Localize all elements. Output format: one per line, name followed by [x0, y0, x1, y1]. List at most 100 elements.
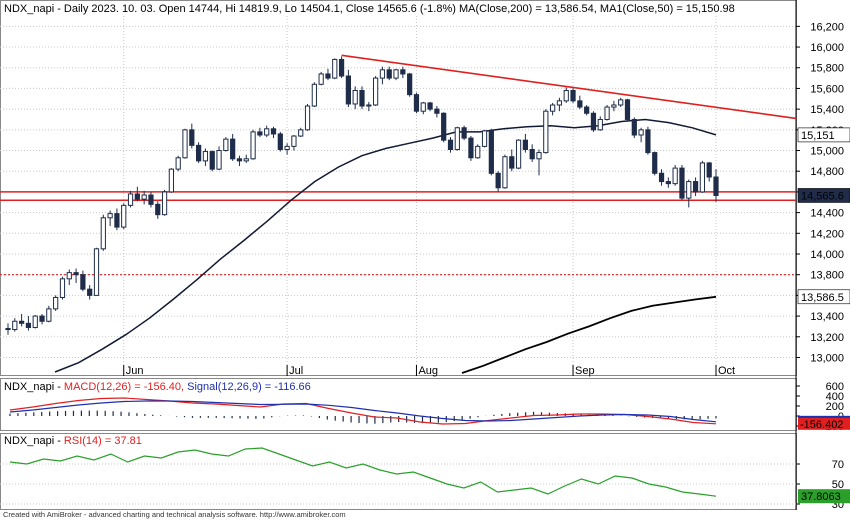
- candle-down: [645, 129, 651, 154]
- candle-up: [475, 145, 481, 159]
- candle-down: [488, 130, 494, 174]
- candle-up: [298, 129, 304, 137]
- candle-down: [407, 73, 413, 96]
- candle-up: [264, 128, 270, 136]
- candle-up: [332, 58, 338, 79]
- price-tick-label: 15,600: [810, 83, 844, 95]
- candle-up: [481, 130, 488, 147]
- macd-value-tag-box: [798, 417, 850, 430]
- rsi-panel: [0, 433, 797, 510]
- candle-up: [556, 100, 563, 106]
- ma200-price-tag-label: 13,586.5: [801, 292, 844, 304]
- candle-up: [216, 150, 222, 170]
- price-tick-label: 13,800: [810, 270, 844, 282]
- candle-down: [155, 203, 161, 216]
- candle-up: [32, 315, 38, 328]
- candle-down: [570, 90, 576, 102]
- candle-down: [652, 152, 658, 174]
- price-tick-label: 15,800: [810, 63, 844, 75]
- candle-down: [434, 108, 440, 114]
- candle-up: [250, 131, 256, 160]
- candle-down: [325, 73, 331, 79]
- candle-down: [631, 118, 637, 136]
- candle-down: [80, 274, 86, 290]
- macd-tick-label: 600: [826, 381, 844, 393]
- candle-down: [209, 151, 215, 170]
- candle-up: [638, 129, 644, 136]
- date-axis: Jun Jul Aug Sep Oct: [123, 365, 735, 377]
- candle-up: [563, 90, 569, 102]
- candle-up: [93, 248, 100, 296]
- candle-up: [202, 151, 209, 162]
- price-tick-label: 13,400: [810, 311, 844, 323]
- candle-down: [468, 137, 474, 159]
- price-panel: [0, 0, 797, 376]
- macd-value-tag-label: -156.402: [800, 419, 843, 431]
- candle-down: [658, 172, 665, 183]
- macd-tick-label: 400: [826, 391, 844, 403]
- candle-down: [577, 100, 583, 108]
- price-tick-label: 14,400: [810, 208, 844, 220]
- candle-up: [454, 127, 460, 150]
- candle-up: [352, 90, 358, 105]
- candle-down: [148, 194, 154, 205]
- candle-down: [413, 94, 420, 112]
- candle-down: [679, 167, 685, 199]
- candle-up: [100, 217, 106, 250]
- macd-tick-label: 200: [826, 401, 844, 413]
- candle-up: [420, 102, 426, 112]
- candle-down: [196, 144, 202, 162]
- candle-down: [706, 162, 712, 178]
- candle-down: [189, 129, 195, 146]
- candle-down: [447, 139, 454, 150]
- candle-up: [243, 158, 249, 162]
- candle-down: [522, 139, 528, 150]
- moving-averages: [54, 118, 717, 374]
- candle-down: [400, 69, 406, 75]
- candle-down: [5, 328, 11, 331]
- ma200-line: [461, 295, 717, 374]
- candle-down: [257, 131, 263, 136]
- chart-header: NDX_napi - Daily 2023. 10. 03. Open 1474…: [4, 3, 735, 15]
- candle-up: [107, 213, 113, 219]
- date-label: Oct: [718, 365, 735, 377]
- candle-down: [338, 58, 345, 77]
- price-tick-label: 16,000: [810, 42, 844, 54]
- rsi-value-tag-box: [798, 489, 850, 504]
- rsi-line: [9, 447, 717, 497]
- candle-up: [536, 152, 542, 160]
- date-label: Sep: [575, 365, 595, 377]
- candle-up: [284, 145, 290, 150]
- candle-up: [618, 99, 624, 106]
- candle-up: [550, 104, 556, 112]
- candle-up: [121, 204, 127, 228]
- credit-line: Created with AmiBroker - advanced charti…: [3, 510, 346, 519]
- candle-down: [386, 69, 392, 79]
- macd-header: NDX_napi - MACD(12,26) = -156.40, Signal…: [4, 381, 311, 393]
- candle-up: [168, 168, 174, 193]
- price-tick-label: 15,000: [810, 146, 844, 158]
- candle-up: [311, 83, 317, 107]
- ma200-price-tag-box: [797, 289, 850, 305]
- candle-up: [127, 193, 134, 206]
- candle-up: [379, 69, 386, 79]
- candle-down: [134, 193, 140, 200]
- candle-up: [141, 194, 147, 200]
- candlestick-series: [5, 56, 719, 335]
- signal-line: [9, 400, 717, 423]
- date-label: Aug: [418, 365, 438, 377]
- ma50-line: [54, 118, 717, 373]
- candle-down: [692, 181, 699, 193]
- grid-lines: [0, 16, 796, 375]
- signal-legend: Signal(12,26,9) = -116.66: [187, 381, 311, 393]
- candle-down: [277, 133, 283, 150]
- candle-up: [597, 118, 603, 131]
- price-tick-label: 14,800: [810, 166, 844, 178]
- candle-down: [713, 176, 719, 196]
- ma50-price-tag-label: 15,151: [801, 130, 835, 142]
- candle-down: [665, 181, 671, 185]
- candle-up: [686, 181, 692, 199]
- candle-up: [515, 139, 522, 169]
